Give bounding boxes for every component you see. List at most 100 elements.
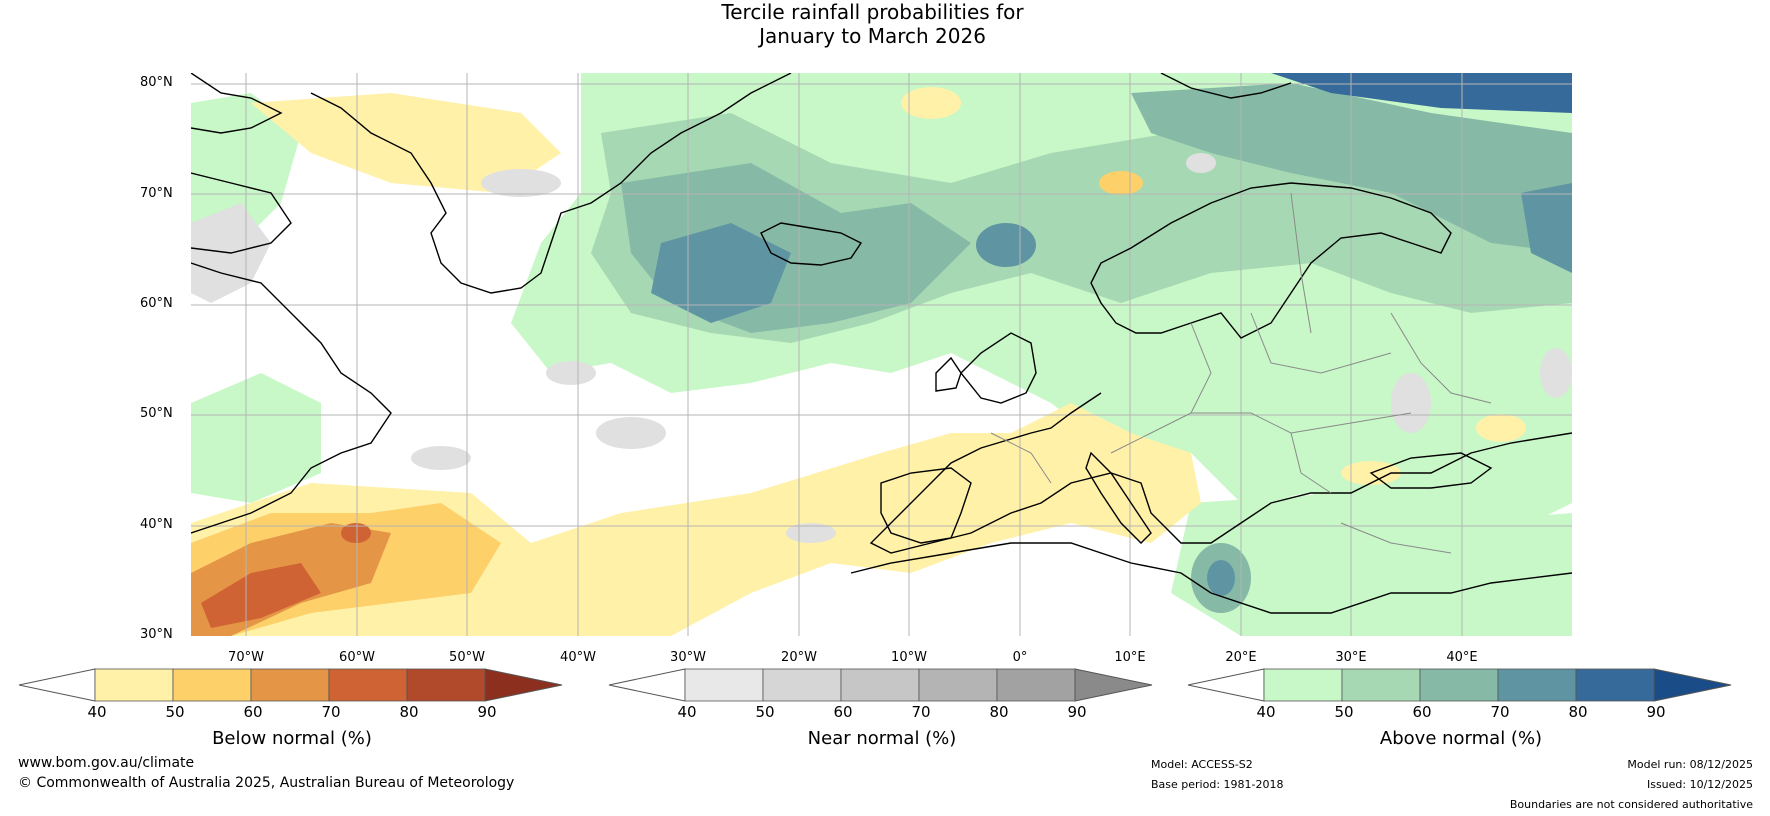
cb-below-tick-90: 90	[477, 703, 497, 721]
colorbar-under-arrow	[18, 668, 96, 702]
iberia-coast	[880, 467, 972, 544]
cb-below-tick-40: 40	[87, 703, 107, 721]
cb-near-tick-90: 90	[1067, 703, 1087, 721]
lat-label-50n: 50°N	[140, 406, 173, 421]
labrador-coast	[191, 262, 392, 534]
lon-label-20w: 20°W	[781, 650, 817, 665]
above-normal-blue-east	[1521, 183, 1572, 273]
lon-label-10w: 10°W	[891, 650, 927, 665]
cb-near-label: Near normal (%)	[807, 728, 957, 749]
cb-below-tick-70: 70	[321, 703, 341, 721]
colorbar-segment-0	[684, 668, 764, 702]
scandinavia-coast	[1090, 182, 1452, 339]
cb-above-tick-40: 40	[1256, 703, 1276, 721]
country-borders	[990, 192, 1492, 554]
lon-label-40e: 40°E	[1446, 650, 1478, 665]
coastlines	[191, 73, 1572, 614]
colorbar-segment-4	[406, 668, 486, 702]
cb-near-tick-70: 70	[911, 703, 931, 721]
lon-label-20e: 20°E	[1225, 650, 1257, 665]
above-normal-blue-north	[1271, 73, 1572, 113]
below-normal-red-brown	[201, 563, 321, 628]
lon-label-50w: 50°W	[449, 650, 485, 665]
above-normal-iceland-spot	[976, 223, 1036, 267]
colorbar-segment-2	[1419, 668, 1499, 702]
probability-map	[191, 73, 1572, 636]
colorbar-under-arrow	[608, 668, 686, 702]
footer-issued: Issued: 10/12/2025	[1646, 778, 1753, 791]
graticule	[191, 73, 1572, 636]
footer-website: www.bom.gov.au/climate	[18, 755, 195, 771]
italy	[1085, 451, 1152, 544]
lon-label-30e: 30°E	[1335, 650, 1367, 665]
cb-near-tick-60: 60	[833, 703, 853, 721]
below-normal-spot-4	[1476, 414, 1526, 442]
colorbar-segment-1	[762, 668, 842, 702]
near-normal-grey-9	[411, 446, 471, 470]
black-sea	[1369, 452, 1493, 489]
lat-label-40n: 40°N	[140, 517, 173, 532]
british-isles	[935, 332, 1037, 404]
colorbar-segment-2	[840, 668, 920, 702]
near-normal-grey-3	[546, 361, 596, 385]
footer-base-period: Base period: 1981-2018	[1151, 778, 1284, 791]
colorbar-above-normal	[1187, 668, 1732, 702]
colorbar-over-arrow	[1653, 668, 1732, 702]
near-normal-grey-8	[1540, 348, 1572, 398]
lat-label-30n: 30°N	[140, 627, 173, 642]
cb-below-label: Below normal (%)	[212, 728, 372, 749]
map-title: Tercile rainfall probabilities for Janua…	[0, 0, 1745, 48]
colorbar-segment-0	[1263, 668, 1343, 702]
cb-near-tick-80: 80	[989, 703, 1009, 721]
lon-label-0: 0°	[1012, 650, 1028, 665]
below-normal-spot-5	[901, 87, 961, 119]
cb-above-tick-60: 60	[1412, 703, 1432, 721]
baffin-coast	[191, 73, 283, 134]
footer-model-run: Model run: 08/12/2025	[1627, 758, 1753, 771]
colorbar-segment-1	[1341, 668, 1421, 702]
cb-above-tick-90: 90	[1646, 703, 1666, 721]
lon-label-10e: 10°E	[1114, 650, 1146, 665]
title-line-2: January to March 2026	[759, 24, 986, 48]
colorbar-segment-3	[328, 668, 408, 702]
africa-coast	[850, 542, 1572, 614]
cb-near-tick-40: 40	[677, 703, 697, 721]
colorbar-over-arrow	[484, 668, 563, 702]
lon-label-30w: 30°W	[670, 650, 706, 665]
lon-label-60w: 60°W	[339, 650, 375, 665]
cb-below-tick-60: 60	[243, 703, 263, 721]
colorbar-below-normal	[18, 668, 563, 702]
cb-above-tick-70: 70	[1490, 703, 1510, 721]
colorbar-segment-3	[918, 668, 998, 702]
colorbar-segment-2	[250, 668, 330, 702]
near-normal-grey-6	[1186, 153, 1216, 173]
cb-near-tick-50: 50	[755, 703, 775, 721]
colorbar-over-arrow	[1074, 668, 1153, 702]
colorbar-segment-1	[172, 668, 252, 702]
lat-label-70n: 70°N	[140, 186, 173, 201]
above-normal-med-core	[1207, 560, 1235, 596]
colorbar-segment-4	[996, 668, 1076, 702]
cb-below-tick-80: 80	[399, 703, 419, 721]
colorbar-segment-4	[1575, 668, 1655, 702]
lon-label-40w: 40°W	[560, 650, 596, 665]
map-svg	[191, 73, 1572, 636]
footer-disclaimer: Boundaries are not considered authoritat…	[1509, 798, 1753, 811]
lat-label-60n: 60°N	[140, 296, 173, 311]
below-normal-spot-1	[341, 523, 371, 543]
lat-label-80n: 80°N	[140, 75, 173, 90]
colorbar-segment-0	[94, 668, 174, 702]
svalbard-coast	[1160, 73, 1292, 99]
cb-above-label: Above normal (%)	[1379, 728, 1543, 749]
footer-copyright: © Commonwealth of Australia 2025, Austra…	[18, 775, 515, 791]
above-normal-east-green	[1171, 493, 1572, 636]
colorbar-segment-3	[1497, 668, 1577, 702]
iceland-coast	[760, 222, 863, 266]
colorbar-under-arrow	[1187, 668, 1265, 702]
below-normal-baffin-yellow	[251, 93, 561, 193]
near-normal-grey-2	[481, 169, 561, 197]
title-line-1: Tercile rainfall probabilities for	[721, 0, 1024, 24]
cb-below-tick-50: 50	[165, 703, 185, 721]
above-normal-blue-core	[651, 223, 791, 323]
hudson-coast	[191, 172, 292, 254]
